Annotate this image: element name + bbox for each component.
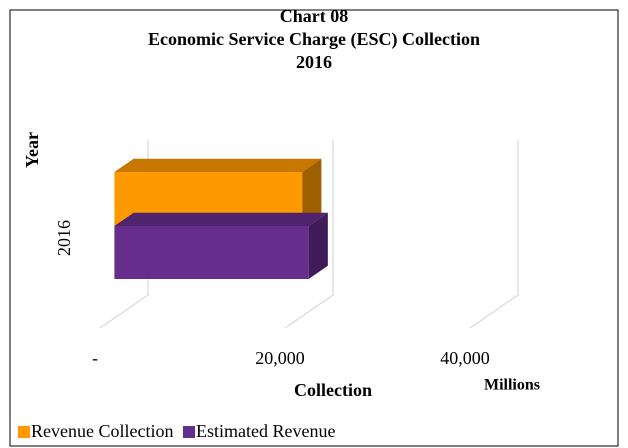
x-tick-label: 40,000 bbox=[440, 348, 490, 368]
bar-top bbox=[114, 212, 328, 226]
legend-label: Estimated Revenue bbox=[196, 421, 335, 441]
legend-swatch bbox=[183, 426, 195, 438]
grid-line bbox=[284, 140, 334, 329]
chart-title: Economic Service Charge (ESC) Collection bbox=[148, 29, 480, 50]
x-axis-label: Collection bbox=[294, 380, 372, 400]
x-tick-label: - bbox=[92, 348, 98, 368]
x-tick-label: 20,000 bbox=[255, 348, 305, 368]
legend-swatch bbox=[18, 426, 30, 438]
grid-line bbox=[469, 140, 519, 329]
chart-title: Chart 08 bbox=[280, 6, 349, 26]
y-axis-label: Year bbox=[22, 132, 42, 168]
bar-top bbox=[114, 158, 322, 172]
bar-side bbox=[302, 158, 322, 226]
legend-label: Revenue Collection bbox=[31, 421, 173, 441]
y-tick-label: 2016 bbox=[54, 220, 74, 256]
bar bbox=[114, 226, 309, 279]
chart-title: 2016 bbox=[296, 52, 332, 72]
bar-side bbox=[308, 212, 328, 279]
x-axis-unit: Millions bbox=[484, 377, 540, 394]
